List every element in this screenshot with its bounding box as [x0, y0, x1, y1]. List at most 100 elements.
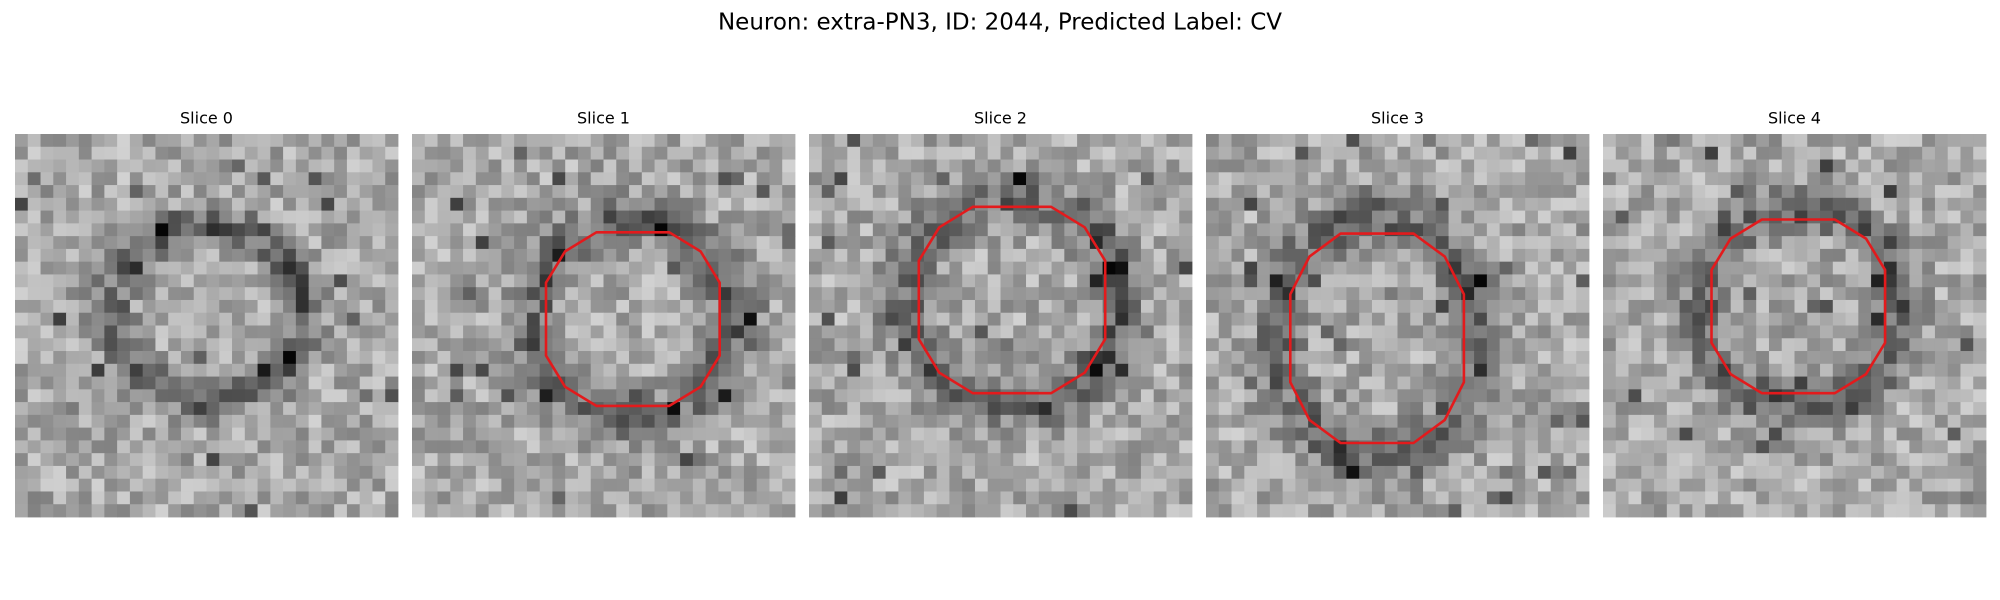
pixel — [603, 491, 617, 505]
pixel — [616, 172, 630, 186]
pixel — [565, 427, 579, 441]
pixel — [168, 491, 182, 505]
pixel — [104, 504, 118, 518]
pixel — [1320, 299, 1335, 314]
pixel — [1871, 210, 1885, 224]
pixel — [15, 146, 29, 160]
pixel — [1282, 197, 1296, 211]
pixel — [1179, 134, 1193, 148]
pixel — [1397, 146, 1411, 160]
pixel — [949, 427, 963, 441]
pixel — [475, 134, 489, 148]
pixel — [219, 465, 233, 480]
pixel — [129, 389, 144, 403]
pixel — [1537, 504, 1552, 518]
pixel — [1218, 376, 1232, 390]
pixel — [1295, 312, 1309, 326]
pixel — [1679, 159, 1693, 173]
pixel — [193, 363, 207, 377]
pixel — [1359, 389, 1373, 403]
pixel — [885, 351, 899, 365]
pixel — [1333, 236, 1347, 250]
pixel — [437, 299, 451, 314]
pixel — [475, 197, 489, 211]
pixel — [1641, 389, 1655, 403]
pixel — [590, 363, 604, 377]
pixel — [1615, 299, 1629, 314]
pixel — [450, 351, 464, 365]
pixel — [1499, 146, 1513, 160]
pixel — [104, 478, 118, 492]
pixel — [705, 312, 719, 326]
pixel — [66, 338, 80, 352]
pixel — [1346, 197, 1360, 211]
pixel — [1308, 504, 1322, 518]
pixel — [385, 325, 399, 339]
pixel — [936, 274, 950, 288]
pixel — [1486, 299, 1501, 314]
pixel — [1679, 134, 1693, 148]
pixel — [936, 146, 950, 160]
pixel — [756, 185, 770, 199]
pixel — [1051, 389, 1065, 403]
pixel — [142, 402, 156, 416]
pixel — [1756, 338, 1770, 352]
pixel — [27, 338, 41, 352]
pixel — [27, 197, 41, 211]
pixel — [117, 440, 131, 454]
pixel — [680, 440, 694, 454]
pixel — [692, 465, 707, 480]
pixel — [15, 172, 29, 186]
pixel — [629, 159, 643, 173]
pixel — [667, 210, 681, 224]
pixel — [923, 159, 938, 173]
pixel — [731, 236, 745, 250]
pixel — [346, 146, 361, 160]
pixel — [1486, 389, 1501, 403]
pixel — [1218, 402, 1232, 416]
pixel — [437, 504, 451, 518]
pixel — [1922, 491, 1936, 505]
pixel — [1269, 389, 1283, 403]
pixel — [27, 210, 41, 224]
pixel — [1832, 223, 1846, 237]
pixel — [616, 389, 630, 403]
pixel — [193, 402, 207, 416]
pixel — [1973, 414, 1987, 429]
pixel — [372, 325, 386, 339]
pixel — [1973, 210, 1987, 224]
pixel — [1858, 465, 1872, 480]
pixel — [718, 134, 732, 148]
pixel — [1858, 134, 1872, 148]
pixel — [1359, 453, 1373, 467]
pixel — [705, 389, 719, 403]
pixel — [821, 172, 835, 186]
pixel — [27, 236, 41, 250]
pixel — [180, 453, 195, 467]
pixel — [117, 159, 131, 173]
pixel — [1038, 376, 1052, 390]
pixel — [1038, 236, 1052, 250]
pixel — [1448, 376, 1462, 390]
pixel — [1947, 210, 1961, 224]
pixel — [847, 363, 861, 377]
pixel — [974, 223, 989, 237]
pixel — [1628, 440, 1642, 454]
pixel — [782, 312, 796, 326]
pixel — [782, 172, 796, 186]
pixel — [1563, 134, 1577, 148]
pixel — [847, 414, 861, 429]
pixel — [1666, 491, 1680, 505]
pixel — [321, 134, 335, 148]
pixel — [1705, 197, 1719, 211]
pixel — [1883, 491, 1898, 505]
pixel — [1641, 402, 1655, 416]
pixel — [552, 210, 566, 224]
pixel — [501, 312, 515, 326]
pixel — [206, 223, 220, 237]
pixel — [1397, 197, 1411, 211]
pixel — [1730, 478, 1744, 492]
pixel — [168, 363, 182, 377]
pixel — [769, 363, 783, 377]
pixel — [1026, 427, 1040, 441]
